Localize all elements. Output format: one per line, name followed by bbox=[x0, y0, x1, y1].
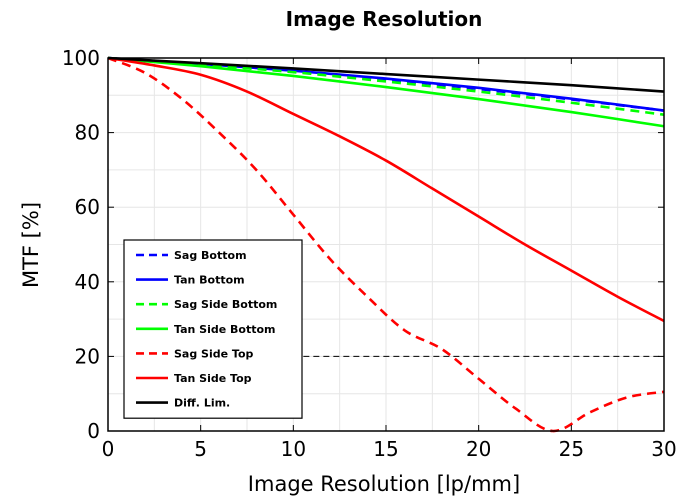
legend-label-sag-bottom: Sag Bottom bbox=[174, 249, 247, 262]
legend-label-tan-side-top: Tan Side Top bbox=[174, 372, 252, 385]
series-line-sag-side-top bbox=[107, 56, 665, 433]
y-tick-label: 100 bbox=[62, 46, 100, 70]
x-axis-label: Image Resolution [lp/mm] bbox=[248, 472, 520, 496]
y-tick-label: 40 bbox=[75, 270, 100, 294]
legend-label-tan-side-bottom: Tan Side Bottom bbox=[174, 323, 276, 336]
series-line-tan-side-bottom bbox=[107, 56, 665, 128]
legend: Sag Bottom Tan Bottom Sag Side Bottom Tan S… bbox=[123, 239, 303, 419]
chart-title: Image Resolution bbox=[286, 7, 483, 31]
legend-label-tan-bottom: Tan Bottom bbox=[174, 274, 245, 287]
x-tick-label: 15 bbox=[373, 437, 398, 461]
x-tick-label: 20 bbox=[466, 437, 491, 461]
x-tick-label: 30 bbox=[651, 437, 676, 461]
axis-ticks bbox=[107, 57, 665, 432]
series-line-sag-side-bottom bbox=[107, 56, 665, 116]
series-line-tan-side-top bbox=[107, 56, 665, 323]
x-tick-label: 25 bbox=[559, 437, 584, 461]
y-tick-label: 80 bbox=[75, 121, 100, 145]
legend-label-diff-lim: Diff. Lim. bbox=[174, 397, 230, 410]
y-tick-label: 60 bbox=[75, 195, 100, 219]
tick-labels: 0 5 10 15 20 25 30 0 20 40 60 80 100 bbox=[62, 46, 677, 461]
x-tick-label: 0 bbox=[102, 437, 115, 461]
x-tick-label: 10 bbox=[281, 437, 306, 461]
y-axis-label: MTF [%] bbox=[19, 202, 43, 288]
legend-label-sag-side-top: Sag Side Top bbox=[174, 347, 254, 360]
y-tick-label: 0 bbox=[87, 419, 100, 443]
x-tick-label: 5 bbox=[194, 437, 207, 461]
y-tick-label: 20 bbox=[75, 344, 100, 368]
legend-label-sag-side-bottom: Sag Side Bottom bbox=[174, 298, 277, 311]
